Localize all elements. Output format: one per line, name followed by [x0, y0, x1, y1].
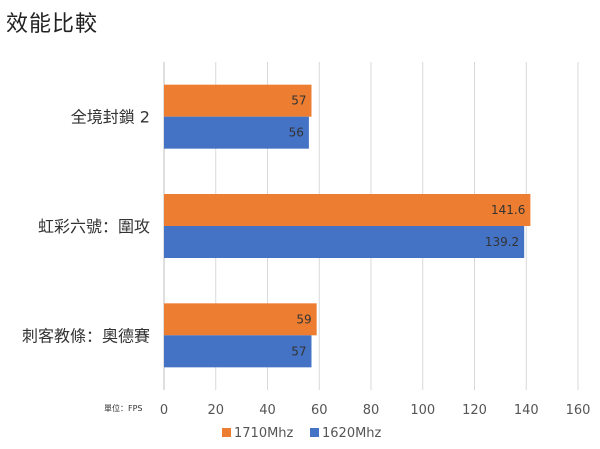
bar: [164, 335, 312, 368]
x-tick-label: 60: [311, 403, 328, 418]
bar: [164, 116, 309, 149]
x-tick-label: 120: [462, 403, 487, 418]
legend-entry: 1710Mhz: [234, 426, 294, 441]
x-tick-label: 140: [514, 403, 539, 418]
x-tick-label: 20: [207, 403, 224, 418]
bar: [164, 303, 317, 336]
category-label: 刺客教條：奧德賽: [22, 326, 150, 345]
data-label: 56: [289, 126, 304, 140]
data-label: 59: [296, 312, 311, 326]
unit-label: 單位：FPS: [104, 403, 143, 413]
data-label: 57: [291, 344, 306, 358]
chart-title: 效能比較: [6, 12, 99, 37]
category-label: 虹彩六號：圍攻: [38, 217, 150, 236]
x-tick-label: 80: [363, 403, 380, 418]
legend-swatch: [222, 428, 231, 437]
legend-entry: 1620Mhz: [322, 426, 382, 441]
x-tick-label: 40: [259, 403, 276, 418]
data-labels: 57 56 141.6 139.2 59 57: [289, 94, 526, 359]
x-tick-label: 100: [410, 403, 435, 418]
data-label: 139.2: [485, 235, 519, 249]
x-tick-labels: 0 20 40 60 80 100 120 140 160: [160, 403, 591, 418]
x-tick-label: 0: [160, 403, 168, 418]
bars: [164, 84, 531, 368]
data-label: 141.6: [491, 203, 525, 217]
legend: 1710Mhz 1620Mhz: [222, 426, 382, 441]
category-label: 全境封鎖 2: [71, 108, 150, 127]
legend-swatch: [310, 428, 319, 437]
x-tick-label: 160: [566, 403, 591, 418]
data-label: 57: [291, 94, 306, 108]
bar: [164, 226, 525, 258]
bar: [164, 84, 312, 117]
bar: [164, 194, 531, 226]
